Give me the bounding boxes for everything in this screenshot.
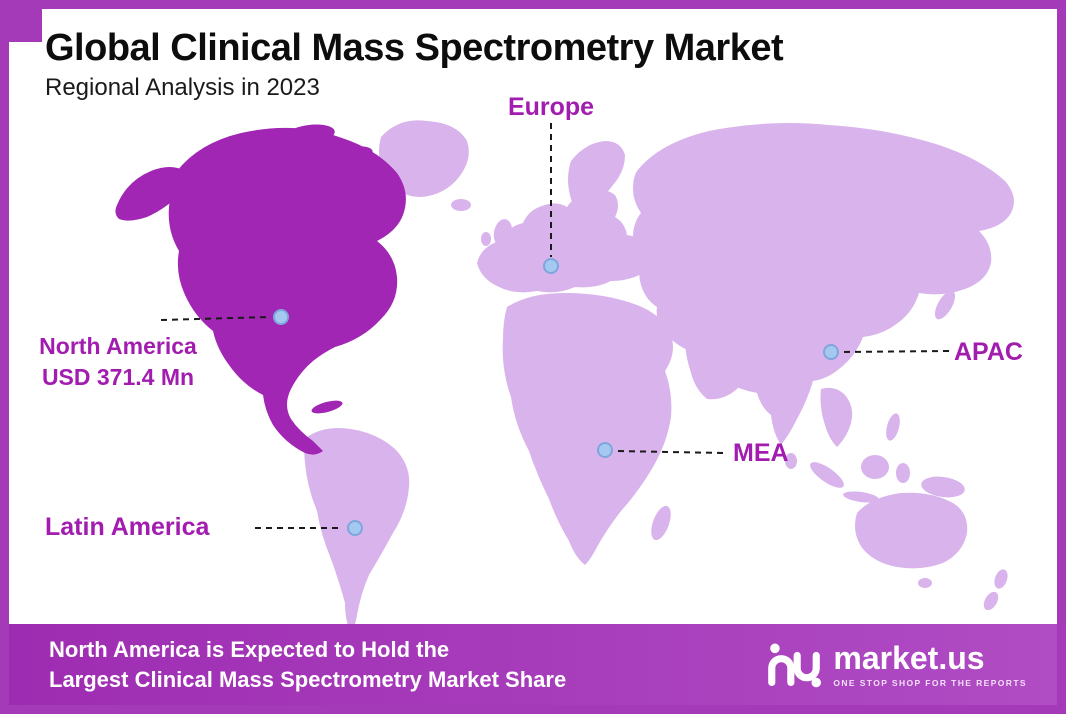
sri-lanka-shape xyxy=(785,453,797,469)
market-us-logo-icon xyxy=(768,643,822,687)
footer-message-line1: North America is Expected to Hold the xyxy=(49,637,450,663)
marker-north-america xyxy=(273,309,289,325)
new-zealand-north-shape xyxy=(994,569,1008,589)
brand-tagline: ONE STOP SHOP FOR THE REPORTS xyxy=(833,677,1027,688)
tasmania-shape xyxy=(918,578,932,588)
brand-text: market.us ONE STOP SHOP FOR THE REPORTS xyxy=(833,642,1027,688)
connector-apac xyxy=(840,350,950,353)
corner-accent-square xyxy=(9,9,42,42)
marker-europe xyxy=(543,258,559,274)
footer-message-line2: Largest Clinical Mass Spectrometry Marke… xyxy=(49,666,567,692)
world-landmasses xyxy=(304,120,1014,633)
java-shape xyxy=(843,491,879,503)
label-north-america: North America USD 371.4 Mn xyxy=(17,331,219,393)
alaska-shape xyxy=(115,167,187,221)
marker-apac xyxy=(823,344,839,360)
se-asia-shape xyxy=(820,387,853,447)
africa-shape xyxy=(502,293,673,565)
ireland-shape xyxy=(481,232,491,246)
label-north-america-name: North America xyxy=(39,333,197,359)
markers xyxy=(273,258,839,536)
borneo-shape xyxy=(861,455,889,479)
new-guinea-shape xyxy=(921,476,965,498)
iceland-shape xyxy=(451,199,471,211)
marker-latin-america xyxy=(347,520,363,536)
europe-shape xyxy=(477,189,654,293)
australia-shape xyxy=(855,492,968,569)
arctic-island-2 xyxy=(337,146,373,164)
label-europe: Europe xyxy=(507,93,595,121)
arctic-island-3 xyxy=(257,142,285,156)
page-title: Global Clinical Mass Spectrometry Market xyxy=(45,27,784,69)
japan-shape xyxy=(934,290,956,320)
label-latin-america: Latin America xyxy=(45,513,210,541)
scandinavia-shape xyxy=(568,141,625,208)
brand-name: market.us xyxy=(833,639,985,676)
page-subtitle: Regional Analysis in 2023 xyxy=(45,74,320,101)
north-america-shape xyxy=(168,127,406,455)
footer-message: North America is Expected to Hold the La… xyxy=(49,635,566,693)
label-north-america-value: USD 371.4 Mn xyxy=(41,364,195,391)
label-apac: APAC xyxy=(954,338,1023,366)
greenland-shape xyxy=(379,120,469,197)
philippines-shape xyxy=(886,413,900,441)
sulawesi-shape xyxy=(896,463,910,483)
cuba-shape xyxy=(311,400,343,414)
japan-north-shape xyxy=(950,271,964,291)
header: Global Clinical Mass Spectrometry Market… xyxy=(45,27,784,102)
connectors xyxy=(160,123,950,529)
arctic-island-1 xyxy=(283,124,335,146)
sumatra-shape xyxy=(810,462,844,488)
marker-mea xyxy=(597,442,613,458)
north-america-highlight xyxy=(115,124,406,455)
footer-bar: North America is Expected to Hold the La… xyxy=(9,624,1057,705)
madagascar-shape xyxy=(651,505,671,541)
new-zealand-south-shape xyxy=(983,591,999,611)
brand-block: market.us ONE STOP SHOP FOR THE REPORTS xyxy=(767,639,1027,691)
label-mea: MEA xyxy=(733,439,789,467)
connector-mea xyxy=(615,450,724,454)
connector-north-america xyxy=(160,316,270,321)
arabia-shape xyxy=(685,334,750,400)
uk-shape xyxy=(493,219,513,247)
world-map xyxy=(115,120,1014,633)
